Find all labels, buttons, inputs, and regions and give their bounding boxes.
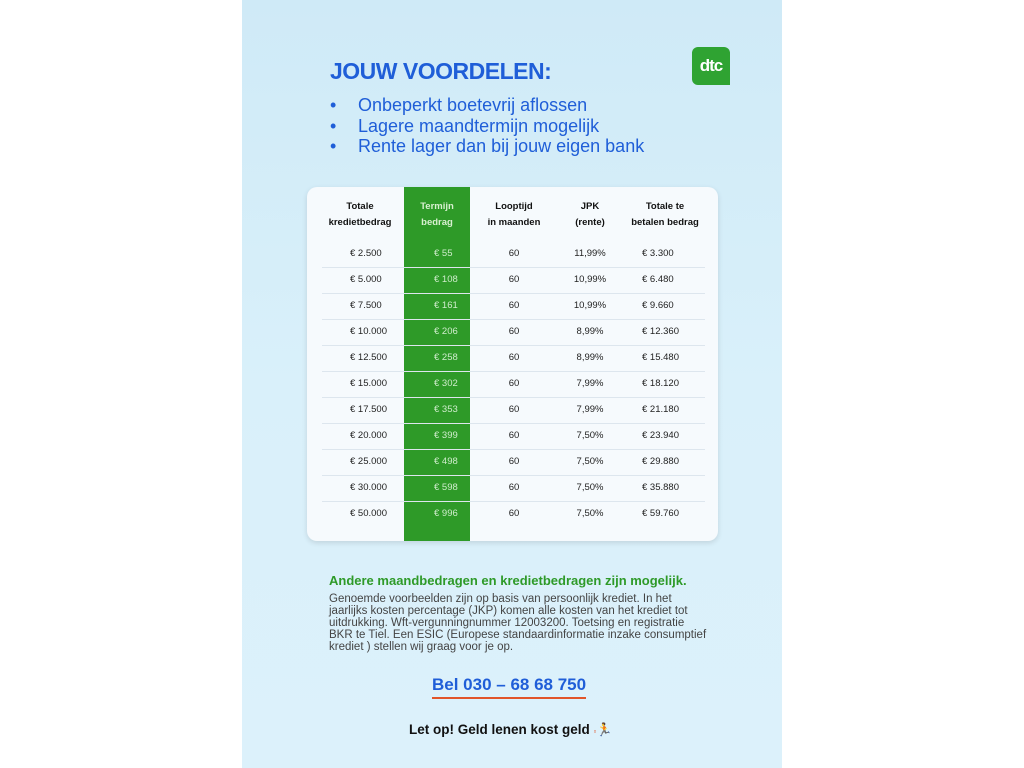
benefit-item: Onbeperkt boetevrij aflossen (330, 95, 644, 116)
table-cell: 11,99% (574, 248, 606, 259)
table-cell: € 302 (434, 378, 458, 389)
benefit-item: Rente lager dan bij jouw eigen bank (330, 136, 644, 157)
table-cell: € 15.480 (642, 352, 679, 363)
column-header-line: bedrag (421, 217, 453, 228)
table-cell: € 29.880 (642, 456, 679, 467)
table-cell: € 996 (434, 508, 458, 519)
table-row: € 50.000 € 996 60 7,50% € 59.760 (322, 501, 705, 527)
column-header-line: in maanden (487, 217, 541, 228)
table-cell: 7,99% (576, 404, 604, 415)
table-cell: € 12.500 (350, 352, 387, 363)
table-cell: € 7.500 (350, 300, 382, 311)
table-cell: € 161 (434, 300, 458, 311)
table-cell: 60 (508, 378, 520, 389)
benefits-list: Onbeperkt boetevrij aflossen Lagere maan… (330, 95, 644, 157)
table-cell: € 2.500 (350, 248, 382, 259)
note-heading: Andere maandbedragen en kredietbedragen … (329, 573, 687, 588)
column-header: Totale te betalen bedrag (620, 199, 710, 231)
table-cell: € 10.000 (350, 326, 387, 337)
table-cell: € 498 (434, 456, 458, 467)
table-cell: € 5.000 (350, 274, 382, 285)
table-cell: € 15.000 (350, 378, 387, 389)
table-cell: € 258 (434, 352, 458, 363)
table-cell: € 399 (434, 430, 458, 441)
highlight-column (404, 187, 470, 541)
table-row: € 5.000 € 108 60 10,99% € 6.480 (322, 267, 705, 294)
column-header-line: kredietbedrag (328, 217, 392, 228)
table-cell: € 206 (434, 326, 458, 337)
table-row: € 2.500 € 55 60 11,99% € 3.300 (322, 241, 705, 268)
column-header: JPK (rente) (545, 199, 635, 231)
table-row: € 30.000 € 598 60 7,50% € 35.880 (322, 475, 705, 502)
phone-link[interactable]: Bel 030 – 68 68 750 (432, 675, 587, 699)
table-cell: € 3.300 (642, 248, 674, 259)
table-cell: € 50.000 (350, 508, 387, 519)
table-row: € 20.000 € 399 60 7,50% € 23.940 (322, 423, 705, 450)
table-row: € 7.500 € 161 60 10,99% € 9.660 (322, 293, 705, 320)
warning-text: Let op! Geld lenen kost geld ▫🏃 (409, 722, 613, 738)
table-row: € 12.500 € 258 60 8,99% € 15.480 (322, 345, 705, 372)
table-cell: € 25.000 (350, 456, 387, 467)
table-row: € 25.000 € 498 60 7,50% € 29.880 (322, 449, 705, 476)
running-person-icon: ▫🏃 (593, 722, 613, 737)
table-cell: € 59.760 (642, 508, 679, 519)
table-cell: € 6.480 (642, 274, 674, 285)
column-header: Looptijd in maanden (469, 199, 559, 231)
column-header-line: betalen bedrag (631, 217, 699, 228)
dtc-logo: dtc (692, 47, 730, 85)
table-cell: 7,50% (576, 456, 604, 467)
table-cell: 60 (508, 430, 520, 441)
table-cell: 10,99% (573, 300, 607, 311)
column-header-line: (rente) (575, 217, 605, 228)
column-header: Termijn bedrag (392, 199, 482, 231)
table-row: € 17.500 € 353 60 7,99% € 21.180 (322, 397, 705, 424)
table-cell: 8,99% (576, 352, 604, 363)
table-row: € 15.000 € 302 60 7,99% € 18.120 (322, 371, 705, 398)
table-cell: 60 (508, 300, 520, 311)
table-cell: 60 (508, 404, 520, 415)
column-header-line: JPK (580, 201, 600, 212)
table-cell: € 20.000 (350, 430, 387, 441)
table-cell: 60 (508, 508, 520, 519)
table-cell: 60 (508, 326, 520, 337)
table-cell: 60 (508, 482, 520, 493)
table-cell: € 17.500 (350, 404, 387, 415)
table-cell: 60 (508, 248, 520, 259)
column-header-line: Looptijd (495, 201, 533, 212)
table-cell: 60 (508, 274, 520, 285)
table-cell: € 12.360 (642, 326, 679, 337)
loan-table: Totale kredietbedrag Termijn bedrag Looptijd… (307, 187, 718, 541)
table-cell: 7,50% (576, 508, 604, 519)
table-cell: € 35.880 (642, 482, 679, 493)
table-cell: 7,99% (576, 378, 604, 389)
warning-label: Let op! Geld lenen kost geld (409, 722, 590, 737)
table-cell: € 18.120 (642, 378, 679, 389)
column-header: Totale kredietbedrag (315, 199, 405, 231)
table-cell: 8,99% (576, 326, 604, 337)
table-row: € 10.000 € 206 60 8,99% € 12.360 (322, 319, 705, 346)
table-cell: € 598 (434, 482, 458, 493)
page-title: JOUW VOORDELEN: (330, 58, 552, 84)
disclaimer-text: Genoemde voorbeelden zijn op basis van p… (329, 593, 707, 653)
table-cell: 60 (508, 352, 520, 363)
table-cell: € 55 (434, 248, 453, 259)
table-cell: € 21.180 (642, 404, 679, 415)
table-cell: € 9.660 (642, 300, 674, 311)
table-cell: € 353 (434, 404, 458, 415)
table-cell: € 30.000 (350, 482, 387, 493)
table-cell: € 108 (434, 274, 458, 285)
table-cell: 10,99% (573, 274, 607, 285)
column-header-line: Termijn (420, 201, 454, 212)
table-cell: 60 (508, 456, 520, 467)
table-cell: 7,50% (576, 430, 604, 441)
table-cell: € 23.940 (642, 430, 679, 441)
table-cell: 7,50% (576, 482, 604, 493)
benefit-item: Lagere maandtermijn mogelijk (330, 116, 644, 137)
column-header-line: Totale (346, 201, 374, 212)
column-header-line: Totale te (645, 201, 685, 212)
